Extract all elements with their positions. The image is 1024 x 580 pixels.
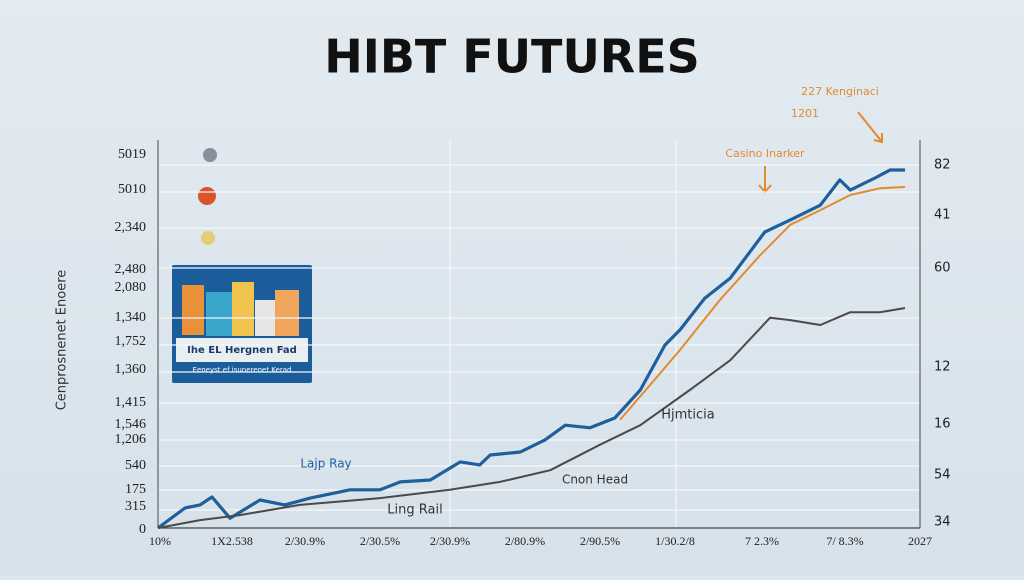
series-label: Lajp Ray (300, 457, 351, 471)
y-tick-label: 1,360 (115, 362, 147, 377)
y-tick-label: 5010 (118, 182, 146, 197)
plot: 5019 5010 2,340 2,480 2,080 1,340 1,752 1,360 1,… (115, 85, 951, 548)
x-tick-label: 1X2.538 (211, 534, 253, 548)
x-tick-label: 2/80.9% (505, 534, 545, 548)
y-tick-label: 1,340 (115, 310, 147, 325)
line (157, 307, 906, 529)
y-tick-label: 175 (125, 482, 146, 497)
inset (172, 265, 312, 383)
y-axis-title: Cenprosnenet Enoere (55, 270, 70, 411)
y-tick-label: 2,340 (115, 220, 147, 235)
y-tick-label: 2,080 (115, 280, 147, 295)
annotation: 227 Kenginaci (801, 85, 879, 98)
y-tick-label: 315 (125, 499, 146, 514)
x-tick-label: 2/30.9% (285, 534, 325, 548)
x-tick-label: 2/30.9% (430, 534, 470, 548)
y2-tick-label: 34 (934, 515, 951, 530)
inset-caption: Ihe EL Hergnen Fad (187, 345, 297, 356)
y2-tick-label: 16 (934, 417, 951, 432)
inset-subcaption: Eeneyst ef isunerenet Kerad (193, 366, 292, 374)
y2-tick-label: 41 (934, 208, 951, 223)
x-tick-label: 10% (149, 534, 171, 548)
line (157, 168, 905, 530)
y-tick-label: 1,415 (115, 395, 147, 410)
annotation: Ling Rail (387, 503, 442, 518)
y2-tick-label: 54 (934, 468, 951, 483)
y-tick-label: 1,546 (115, 417, 147, 432)
series-label: Cnon Head (562, 473, 628, 487)
y-tick-label: 5019 (118, 147, 146, 162)
line (619, 186, 906, 421)
chart-title: HIBT FUTURES (324, 30, 700, 84)
x-tick-label: 7 2.3% (745, 534, 779, 548)
y-tick-label: 1,752 (115, 334, 147, 349)
annotation: Hjmticia (661, 408, 715, 423)
y2-tick-label: 82 (934, 158, 951, 173)
y-tick-label: 540 (125, 458, 146, 473)
y2-tick-label: 12 (934, 360, 951, 375)
series-label: Casino Inarker (725, 147, 805, 160)
y2-tick-label: 60 (934, 261, 951, 276)
x-tick-label: 2/30.5% (360, 534, 400, 548)
x-tick-label: 7/ 8.3% (826, 534, 863, 548)
annotation: 1201 (791, 107, 819, 120)
x-tick-label: 2/90.5% (580, 534, 620, 548)
x-tick-label: 1/30.2/8 (655, 534, 695, 548)
y-tick-label: 1,206 (115, 432, 147, 447)
y-tick-label: 0 (139, 522, 146, 537)
y-tick-label: 2,480 (115, 262, 147, 277)
x-tick-label: 2027 (908, 534, 932, 548)
